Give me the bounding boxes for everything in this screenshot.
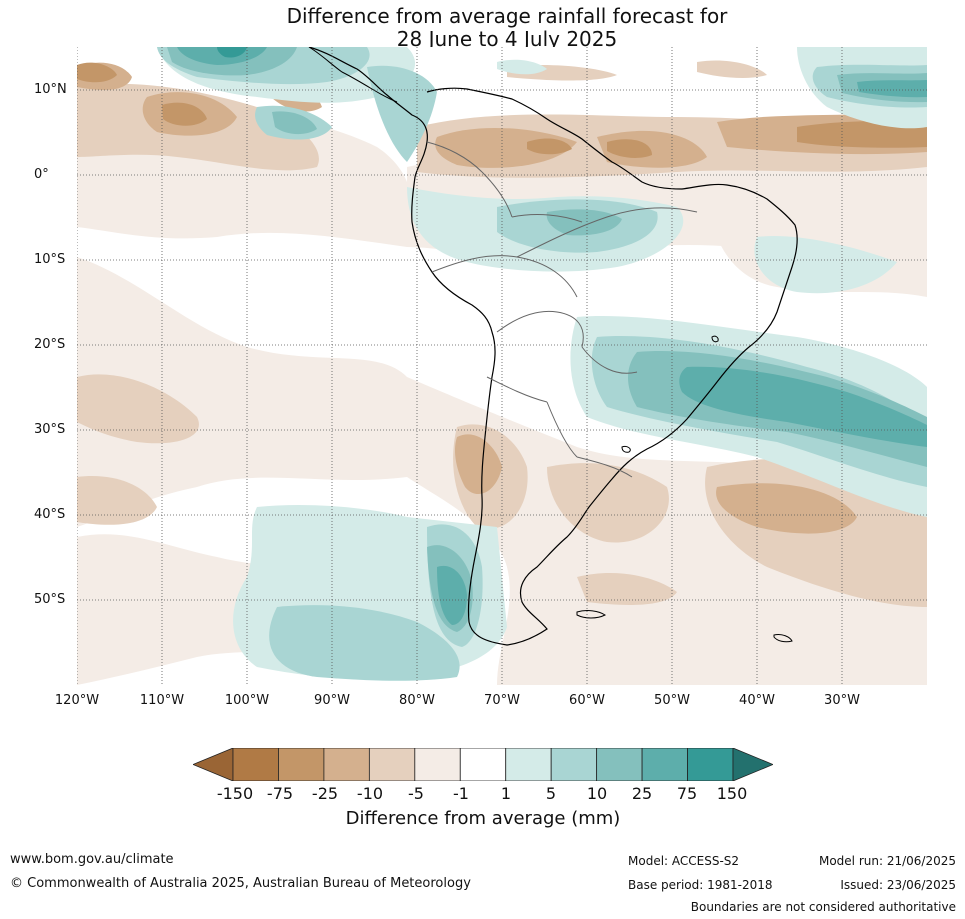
legend-tick: -25 [311,784,339,803]
legend-tick: -1 [453,784,469,803]
lon-label-40w: 40°W [739,693,775,708]
rainfall-anomaly-map [77,47,927,685]
legend-swatch [505,748,552,781]
lon-label-70w: 70°W [484,693,520,708]
legend-tick: -10 [356,784,384,803]
lon-label-80w: 80°W [399,693,435,708]
lat-label-0: 0° [34,167,49,182]
legend-tick: 10 [586,784,608,803]
lat-label-20s: 20°S [34,337,66,352]
lon-label-110w: 110°W [139,693,185,708]
legend-tick: 150 [716,784,748,803]
title-line-2: 28 June to 4 July 2025 [396,27,618,51]
legend-swatch [323,748,370,781]
wet-anomaly-max-areas [217,47,247,58]
website-link[interactable]: www.bom.gov.au/climate [10,852,174,867]
legend-colorbar [193,748,773,781]
legend-swatch [278,748,325,781]
lon-label-60w: 60°W [569,693,605,708]
lon-label-30w: 30°W [824,693,860,708]
legend-swatch [687,748,734,781]
country-borders [426,141,698,478]
legend-tick: -150 [216,784,254,803]
map-title: Difference from average rainfall forecas… [0,5,965,51]
model-name: Model: ACCESS-S2 [628,854,740,868]
lon-label-120w: 120°W [54,693,100,708]
legend-tick: 25 [631,784,653,803]
legend-swatch [368,748,416,781]
lat-label-30s: 30°S [34,422,66,437]
legend-swatch [232,748,279,781]
legend-arrow-low [193,748,234,781]
legend-arrow-high [732,748,773,781]
map-canvas [77,47,927,685]
lon-label-90w: 90°W [314,693,350,708]
lon-label-50w: 50°W [654,693,690,708]
issued-date: Issued: 23/06/2025 [840,878,956,892]
copyright-text: © Commonwealth of Australia 2025, Austra… [10,876,471,891]
legend-tick: -75 [266,784,294,803]
lat-label-40s: 40°S [34,507,66,522]
wet-anomaly-peak-areas [177,47,927,625]
lon-label-100w: 100°W [224,693,270,708]
islands [576,335,793,643]
legend-tick: 75 [676,784,698,803]
legend-tick: 1 [500,784,512,803]
base-period: Base period: 1981-2018 [628,878,773,892]
legend-swatch [414,748,461,781]
legend-swatch [459,748,507,781]
boundaries-disclaimer: Boundaries are not considered authoritat… [690,900,956,914]
gridlines [77,47,927,685]
central-america-coast [308,47,398,103]
legend-swatch [641,748,688,781]
legend-tick: 5 [545,784,557,803]
model-run-date: Model run: 21/06/2025 [818,854,956,868]
legend-title: Difference from average (mm) [345,808,621,829]
coastline [308,47,798,646]
lat-label-10n: 10°N [34,82,67,97]
legend-tick: -5 [408,784,424,803]
title-line-1: Difference from average rainfall forecas… [286,4,728,28]
legend-swatch [596,748,643,781]
lat-label-50s: 50°S [34,592,66,607]
lat-label-10s: 10°S [34,252,66,267]
legend-swatch [550,748,598,781]
